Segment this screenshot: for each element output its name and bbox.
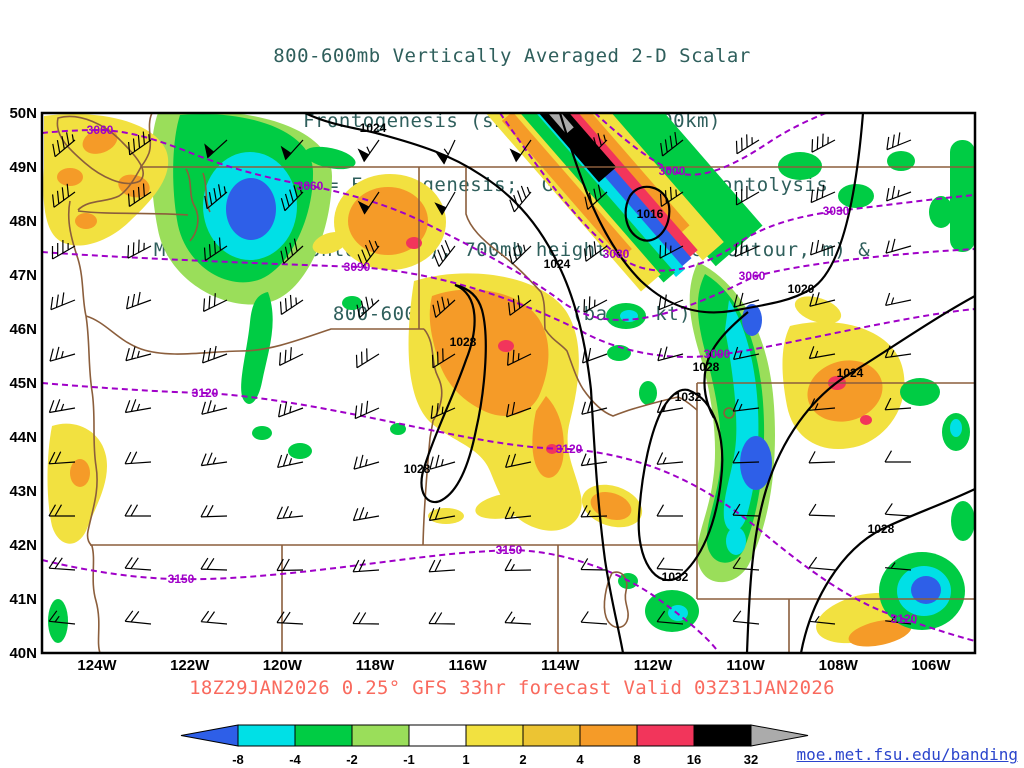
lon-axis-label: 106W xyxy=(911,657,951,674)
height-contour-label: 3120 xyxy=(891,612,918,626)
height-contour-label: 3060 xyxy=(297,179,324,193)
mslp-contours xyxy=(304,113,975,653)
lon-axis-label: 122W xyxy=(170,657,210,674)
lat-axis-label: 43N xyxy=(9,483,37,500)
lat-axis-label: 44N xyxy=(9,429,37,446)
colorbar-segment xyxy=(237,724,296,747)
map-frame xyxy=(40,111,977,655)
mslp-contour-label: 1020 xyxy=(788,282,815,296)
height-contour-label: 3090 xyxy=(344,260,371,274)
mslp-contour-label: 1032 xyxy=(675,390,702,404)
lon-axis-label: 112W xyxy=(633,657,673,674)
lat-axis-label: 41N xyxy=(9,591,37,608)
height-contour-label: 3060 xyxy=(739,269,766,283)
lon-axis-label: 108W xyxy=(818,657,858,674)
mslp-contour-label: 1028 xyxy=(450,335,477,349)
height-contour-label: 3090 xyxy=(704,347,731,361)
colorbar-tick-label: -2 xyxy=(346,752,358,767)
colorbar-tick-label: 16 xyxy=(687,752,701,767)
height-contour-label: 3150 xyxy=(496,543,523,557)
height-contour-label: 3030 xyxy=(603,247,630,261)
colorbar-segment xyxy=(351,724,410,747)
mslp-contour-label: 1024 xyxy=(360,121,387,135)
lon-axis-label: 114W xyxy=(541,657,580,674)
lat-axis-label: 48N xyxy=(9,213,37,230)
height-contour-label: 3030 xyxy=(823,204,850,218)
forecast-caption: 18Z29JAN2026 0.25° GFS 33hr forecast Val… xyxy=(189,677,835,699)
lat-axis-label: 49N xyxy=(9,159,37,176)
colorbar-segment xyxy=(408,724,467,747)
colorbar-tick-label: -1 xyxy=(403,752,415,767)
height-contour-label: 3150 xyxy=(168,572,195,586)
lat-axis-label: 47N xyxy=(9,267,37,284)
colorbar-tick-label: -4 xyxy=(289,752,301,767)
mslp-contour-label: 1024 xyxy=(544,257,571,271)
lat-axis-label: 50N xyxy=(9,105,37,122)
height-contour-label: 3120 xyxy=(556,442,583,456)
lat-axis-label: 42N xyxy=(9,537,37,554)
mslp-contour-label: 1016 xyxy=(637,207,664,221)
title-line-1: 800-600mb Vertically Averaged 2-D Scalar xyxy=(273,45,751,67)
lat-axis-label: 45N xyxy=(9,375,37,392)
mslp-contour-label: 1028 xyxy=(868,522,895,536)
colorbar-arrow-left-icon xyxy=(180,724,239,747)
mslp-contour-label: 1032 xyxy=(662,570,689,584)
lon-axis-label: 110W xyxy=(726,657,765,674)
height-contour-label: 3060 xyxy=(87,123,114,137)
lon-axis-label: 124W xyxy=(77,657,117,674)
mslp-contour-label: 1028 xyxy=(404,462,431,476)
height-contours xyxy=(42,113,975,653)
colorbar-tick-label: 8 xyxy=(633,752,640,767)
colorbar-tick-label: 4 xyxy=(576,752,584,767)
colorbar-segment xyxy=(465,724,524,747)
lat-axis-label: 46N xyxy=(9,321,37,338)
colorbar: -8 -4 -2 -1 1 2 4 8 16 32 xyxy=(180,724,809,767)
lon-axis-label: 116W xyxy=(448,657,487,674)
colorbar-tick-label: 1 xyxy=(462,752,469,767)
lat-axis-label: 40N xyxy=(9,645,37,662)
colorbar-tick-label: 32 xyxy=(744,752,758,767)
colorbar-tick-label: 2 xyxy=(519,752,526,767)
mslp-contour-label: 1028 xyxy=(693,360,720,374)
height-contour-label: 3120 xyxy=(192,386,219,400)
colorbar-segment xyxy=(294,724,353,747)
mslp-contour-label: 1024 xyxy=(837,366,864,380)
frontogenesis-shading xyxy=(43,113,975,647)
colorbar-tick-label: -8 xyxy=(232,752,244,767)
colorbar-segment xyxy=(522,724,581,747)
colorbar-segment xyxy=(636,724,695,747)
credit-link[interactable]: moe.met.fsu.edu/banding xyxy=(796,745,1018,764)
lon-axis-label: 120W xyxy=(262,657,302,674)
colorbar-segment xyxy=(579,724,638,747)
lon-axis-label: 118W xyxy=(355,657,395,674)
contour-labels: 1024 1016 1024 1020 1028 1028 1032 1024 1028 1032… xyxy=(87,121,918,626)
colorbar-arrow-right-icon xyxy=(750,724,809,747)
height-contour-label: 3000 xyxy=(659,164,686,178)
wind-barbs xyxy=(48,131,912,625)
colorbar-segment xyxy=(693,724,752,747)
